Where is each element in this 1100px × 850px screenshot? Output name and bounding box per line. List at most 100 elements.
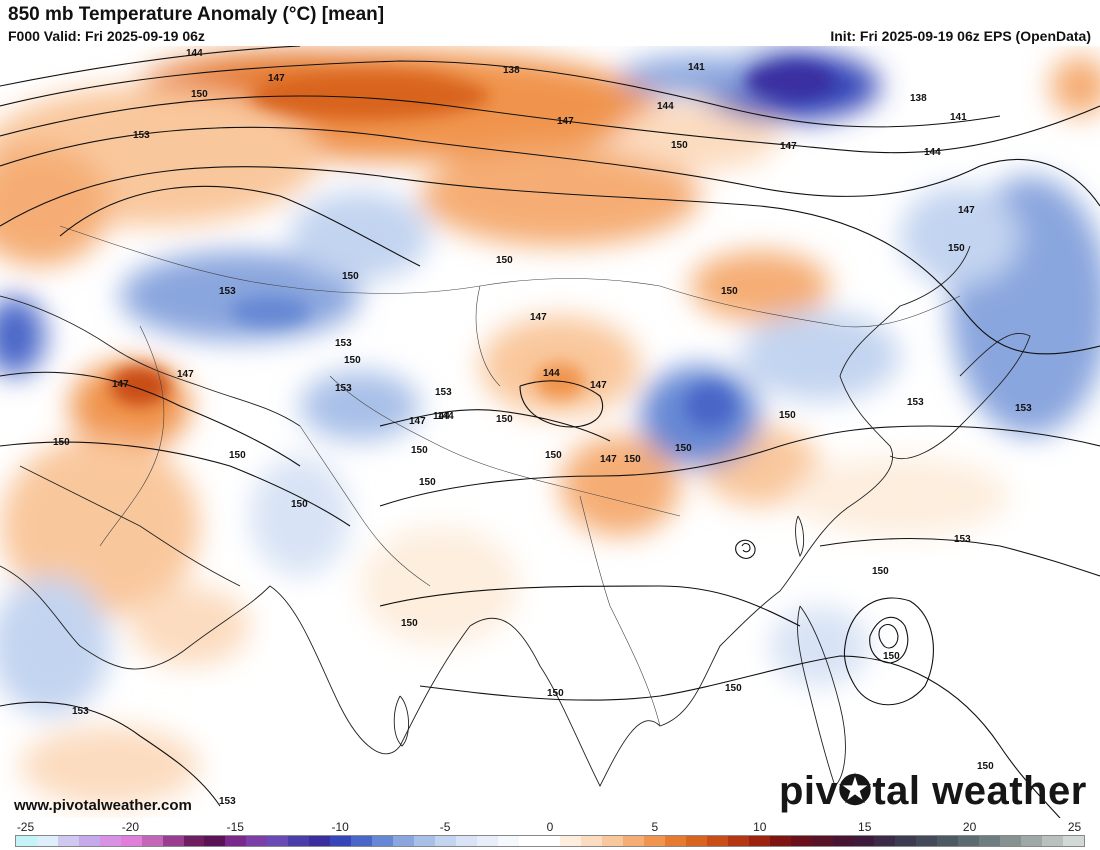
height-contours — [0, 46, 1100, 818]
contour-label: 150 — [411, 445, 428, 456]
valid-time: F000 Valid: Fri 2025-09-19 06z — [8, 28, 205, 44]
contour-label: 147 — [590, 380, 607, 391]
contour-label: 144 — [433, 411, 450, 422]
legend-color-cell — [497, 836, 519, 846]
contour-label: 150 — [496, 255, 513, 266]
country-borders — [59, 225, 961, 727]
contour-label: 147 — [780, 141, 797, 152]
legend-color-cell — [162, 836, 184, 846]
contour-label: 150 — [342, 271, 359, 282]
contour-label: 147 — [600, 454, 617, 465]
legend-tick-label: 25 — [1067, 820, 1082, 834]
legend-color-cell — [246, 836, 268, 846]
contour-label: 144 — [657, 101, 674, 112]
contour-label: 153 — [1015, 403, 1032, 414]
legend-color-cell — [581, 836, 603, 846]
header: 850 mb Temperature Anomaly (°C) [mean] F… — [0, 0, 1100, 46]
color-legend-ticks: -25 -20 -15 -10 -5 0 5 10 15 20 25 — [15, 818, 1085, 834]
contour-label: 150 — [191, 89, 208, 100]
legend-color-cell — [560, 836, 582, 846]
contour-label: 153 — [907, 397, 924, 408]
legend-color-cell — [392, 836, 414, 846]
legend-color-cell — [288, 836, 310, 846]
website-label: www.pivotalweather.com — [14, 797, 192, 814]
map-title: 850 mb Temperature Anomaly (°C) [mean] — [8, 4, 385, 25]
legend-color-cell — [790, 836, 812, 846]
legend-tick-label: -20 — [121, 820, 140, 834]
legend-color-cell — [183, 836, 205, 846]
color-legend: -25 -20 -15 -10 -5 0 5 10 15 20 25 — [15, 818, 1085, 850]
legend-tick-label: 15 — [858, 820, 872, 834]
legend-color-cell — [225, 836, 247, 846]
contour-label: 150 — [948, 243, 965, 254]
legend-color-cell — [204, 836, 226, 846]
legend-tick-label: -25 — [16, 820, 35, 834]
contour-label: 153 — [435, 387, 452, 398]
contour-label: 150 — [675, 443, 692, 454]
contour-label: 150 — [496, 414, 513, 425]
contour-label: 138 — [910, 93, 927, 104]
init-time: Init: Fri 2025-09-19 06z EPS (OpenData) — [830, 28, 1091, 44]
color-legend-bar — [15, 835, 1085, 847]
legend-color-cell — [665, 836, 686, 846]
legend-color-cell — [623, 836, 645, 846]
legend-color-cell — [1041, 836, 1063, 846]
contour-label: 150 — [721, 286, 738, 297]
contour-label: 144 — [437, 411, 454, 422]
temperature-anomaly-map: 144 147 150 153 138 141 144 147 150 138 … — [0, 46, 1100, 818]
legend-color-cell — [602, 836, 624, 846]
pivotal-weather-dot-icon: ✪ — [838, 769, 873, 813]
legend-color-cell — [539, 836, 561, 846]
map-canvas: 144 147 150 153 138 141 144 147 150 138 … — [0, 46, 1100, 818]
contour-label: 153 — [335, 383, 352, 394]
contour-label: 147 — [268, 73, 285, 84]
legend-tick-label: 0 — [546, 820, 554, 834]
contour-label: 147 — [530, 312, 547, 323]
contour-label: 144 — [186, 48, 203, 59]
contour-label: 150 — [547, 688, 564, 699]
legend-color-cell — [1021, 836, 1042, 846]
legend-color-cell — [811, 836, 833, 846]
legend-color-cell — [476, 836, 498, 846]
legend-color-cell — [644, 836, 666, 846]
logo-text-start: piv — [779, 769, 839, 813]
contour-label: 147 — [557, 116, 574, 127]
contour-label: 150 — [545, 450, 562, 461]
contour-label: 150 — [344, 355, 361, 366]
legend-color-cell — [455, 836, 477, 846]
legend-color-cell — [895, 836, 917, 846]
pivotal-weather-logo: piv✪tal weather — [779, 768, 1087, 814]
contour-label: 150 — [725, 683, 742, 694]
legend-color-cell — [874, 836, 896, 846]
legend-color-cell — [371, 836, 393, 846]
legend-color-cell — [1000, 836, 1021, 846]
contour-label: 150 — [671, 140, 688, 151]
legend-color-cell — [120, 836, 142, 846]
contour-label: 153 — [219, 796, 236, 807]
contour-label: 150 — [872, 566, 889, 577]
contour-label: 147 — [112, 379, 129, 390]
contour-label: 150 — [779, 410, 796, 421]
contour-labels: 144 147 150 153 138 141 144 147 150 138 … — [53, 48, 1032, 807]
legend-tick-label: -10 — [331, 820, 349, 834]
legend-color-cell — [57, 836, 79, 846]
legend-color-cell — [706, 836, 728, 846]
legend-color-cell — [1062, 836, 1084, 846]
legend-color-cell — [916, 836, 938, 846]
contour-label: 144 — [543, 368, 560, 379]
legend-color-cell — [727, 836, 749, 846]
legend-tick-label: 20 — [962, 820, 977, 834]
legend-color-cell — [832, 836, 854, 846]
legend-color-cell — [748, 836, 770, 846]
contour-label: 150 — [624, 454, 641, 465]
contour-label: 141 — [950, 112, 967, 123]
legend-color-cell — [78, 836, 100, 846]
legend-color-cell — [686, 836, 707, 846]
legend-tick-label: 10 — [753, 820, 767, 834]
legend-color-cell — [413, 836, 435, 846]
contour-label: 153 — [954, 534, 971, 545]
legend-color-cell — [853, 836, 875, 846]
legend-color-cell — [330, 836, 351, 846]
legend-color-cell — [518, 836, 540, 846]
coastlines — [0, 245, 1031, 788]
